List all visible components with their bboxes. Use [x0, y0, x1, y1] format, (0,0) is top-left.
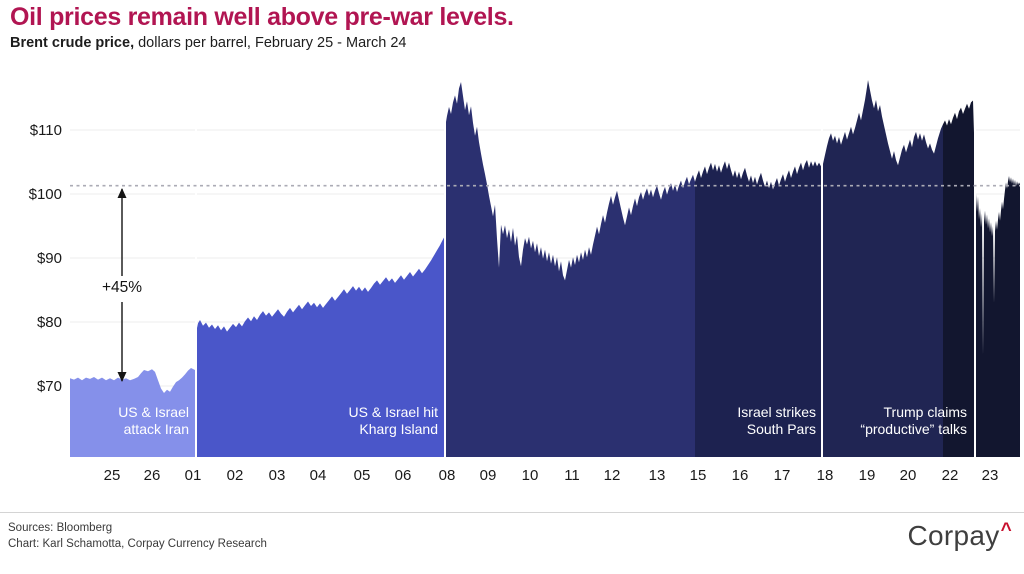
price-area-band — [70, 368, 196, 457]
x-axis-tick-label: 11 — [564, 467, 580, 484]
price-area-band — [195, 237, 445, 457]
annotation-percent-label: +45% — [102, 279, 142, 296]
corpay-logo: Corpay^ — [908, 520, 1012, 552]
x-axis-tick-label: 26 — [144, 467, 161, 484]
subtitle-units-daterange: dollars per barrel, February 25 - March … — [134, 35, 407, 51]
footer-divider — [0, 512, 1024, 513]
event-label: US & Israel hit Kharg Island — [349, 404, 439, 437]
event-label: Israel strikes South Pars — [737, 404, 816, 437]
arrow-down-head-icon — [117, 372, 127, 382]
x-axis-tick-label: 17 — [774, 467, 791, 484]
x-axis-tick-label: 20 — [900, 467, 917, 484]
x-axis-tick-label: 01 — [185, 467, 202, 484]
x-axis-tick-label: 10 — [522, 467, 539, 484]
x-axis-tick-label: 03 — [269, 467, 286, 484]
y-axis-tick-label: $70 — [37, 378, 62, 395]
event-separator-line — [974, 83, 976, 457]
x-axis-tick-label: 16 — [732, 467, 749, 484]
arrow-up-head-icon — [117, 188, 127, 198]
event-separator-line — [444, 83, 446, 457]
x-axis-tick-label: 06 — [395, 467, 412, 484]
event-label: Trump claims “productive” talks — [860, 404, 967, 437]
x-axis-tick-label: 12 — [604, 467, 621, 484]
price-area-band — [444, 82, 695, 457]
chart-subtitle: Brent crude price, dollars per barrel, F… — [10, 35, 514, 52]
x-axis-tick-label: 15 — [690, 467, 707, 484]
event-separator-line — [195, 83, 197, 457]
event-separator-line — [821, 83, 823, 457]
x-axis-tick-label: 22 — [942, 467, 959, 484]
x-axis-tick-label: 23 — [982, 467, 999, 484]
x-axis-tick-label: 04 — [310, 467, 327, 484]
x-axis-tick-label: 13 — [649, 467, 666, 484]
chart-header: Oil prices remain well above pre-war lev… — [10, 2, 514, 52]
x-axis-tick-label: 05 — [354, 467, 371, 484]
footer-credits: Sources: Bloomberg Chart: Karl Schamotta… — [8, 520, 267, 552]
x-axis-tick-label: 18 — [817, 467, 834, 484]
x-axis-tick-label: 25 — [104, 467, 121, 484]
y-axis-tick-label: $80 — [37, 314, 62, 331]
price-area-band — [943, 100, 1020, 457]
x-axis-tick-label: 08 — [439, 467, 456, 484]
subtitle-series-name: Brent crude price, — [10, 35, 135, 51]
y-axis-tick-label: $90 — [37, 250, 62, 267]
footer-credit: Chart: Karl Schamotta, Corpay Currency R… — [8, 538, 267, 550]
price-area-band — [822, 80, 943, 457]
x-axis-tick-label: 09 — [480, 467, 497, 484]
corpay-wordmark: Corpay — [907, 520, 1000, 551]
x-axis-tick-label: 02 — [227, 467, 244, 484]
y-axis-tick-label: $110 — [30, 122, 62, 139]
y-axis-tick-label: $100 — [29, 186, 62, 203]
event-label: US & Israel attack Iran — [118, 404, 189, 437]
corpay-caret-icon: ^ — [1000, 520, 1012, 541]
price-area-band — [695, 160, 822, 457]
footer-sources: Sources: Bloomberg — [8, 522, 113, 534]
page-title: Oil prices remain well above pre-war lev… — [10, 3, 514, 31]
x-axis-tick-label: 19 — [859, 467, 876, 484]
